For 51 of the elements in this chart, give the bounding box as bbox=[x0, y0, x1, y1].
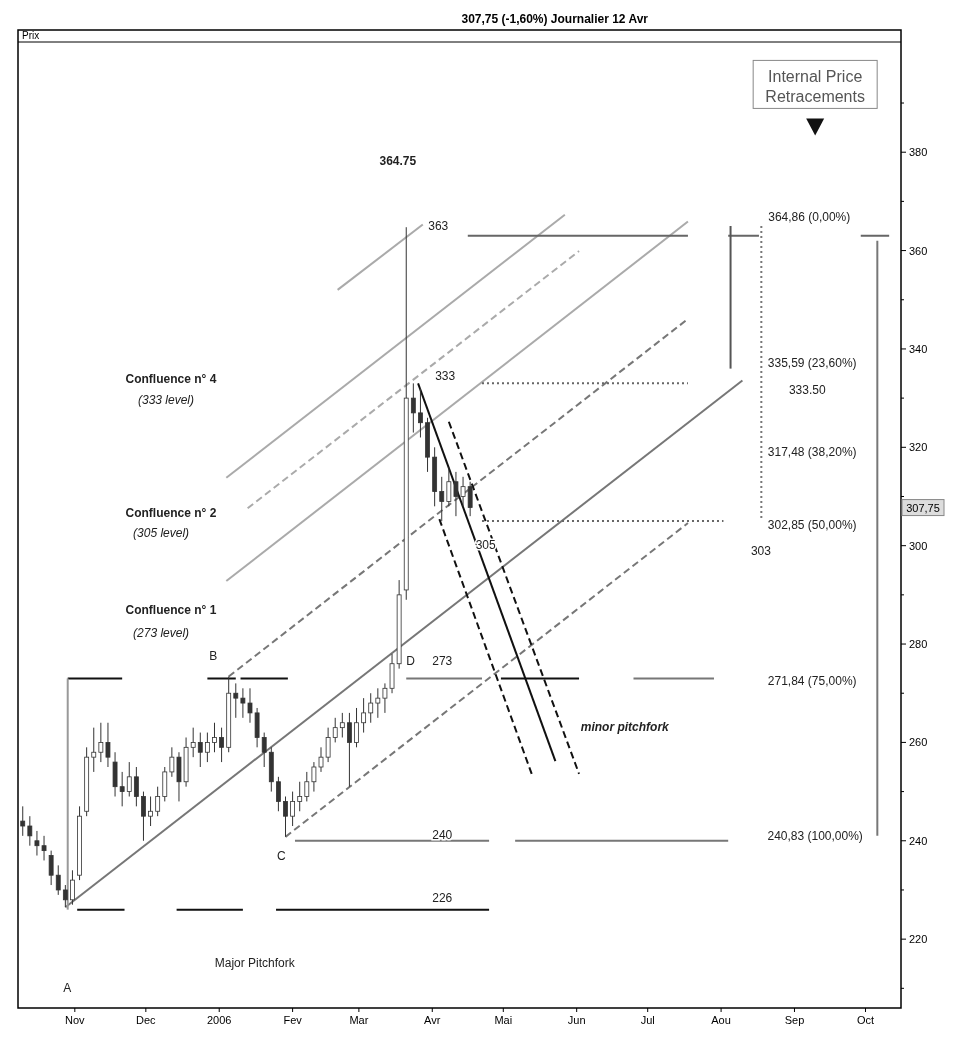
x-tick-label: Mar bbox=[349, 1014, 369, 1026]
x-tick-label: Jun bbox=[567, 1014, 586, 1026]
annotation: 363 bbox=[428, 219, 449, 234]
annotation: minor pitchfork bbox=[580, 720, 671, 735]
x-tick-label: Aou bbox=[711, 1014, 731, 1026]
y-tick-label: 300 bbox=[909, 539, 928, 552]
annotation: 271,84 (75,00%) bbox=[767, 673, 857, 688]
annotation: 364,86 (0,00%) bbox=[768, 210, 851, 225]
annotation: B bbox=[209, 649, 218, 664]
annotation: 317,48 (38,20%) bbox=[767, 445, 857, 460]
annotation: 307,75 bbox=[906, 501, 940, 514]
x-tick-label: Nov bbox=[65, 1014, 86, 1026]
annotation: 240,83 (100,00%) bbox=[767, 828, 863, 843]
x-tick-label: Oct bbox=[856, 1014, 875, 1026]
annotation: 364.75 bbox=[379, 154, 417, 169]
x-tick-label: Sep bbox=[784, 1014, 805, 1026]
y-tick-label: 240 bbox=[909, 834, 928, 847]
annotation: Confluence n° 2 bbox=[125, 506, 217, 521]
annotation: C bbox=[277, 849, 287, 864]
annotation: 303 bbox=[750, 543, 772, 558]
annotation: 240 bbox=[432, 827, 453, 842]
annotation: 226 bbox=[432, 890, 453, 905]
y-tick-label: 220 bbox=[909, 933, 928, 946]
annotation: A bbox=[63, 981, 72, 996]
annotation: (305 level) bbox=[133, 525, 190, 540]
x-tick-label: Jul bbox=[640, 1014, 655, 1026]
x-tick-label: Avr bbox=[424, 1014, 441, 1026]
y-tick-label: 340 bbox=[909, 342, 928, 355]
x-tick-label: Mai bbox=[494, 1014, 513, 1026]
y-tick-label: 380 bbox=[909, 146, 928, 159]
annotation: 333.50 bbox=[788, 382, 826, 397]
x-tick-label: Dec bbox=[136, 1014, 157, 1026]
annotation: Major Pitchfork bbox=[214, 955, 296, 970]
annotation: 273 bbox=[432, 654, 453, 669]
y-tick-label: 360 bbox=[909, 244, 928, 257]
y-tick-label: 260 bbox=[909, 736, 928, 749]
annotation: (273 level) bbox=[133, 626, 190, 641]
annotation: Confluence n° 1 bbox=[125, 602, 217, 617]
annotation: 335,59 (23,60%) bbox=[767, 356, 857, 371]
y-tick-label: 280 bbox=[909, 638, 928, 651]
y-axis-title: Prix bbox=[22, 30, 40, 41]
x-tick-label: 2006 bbox=[206, 1014, 232, 1026]
x-tick-label: Fev bbox=[283, 1014, 303, 1026]
y-tick-label: 320 bbox=[909, 441, 928, 454]
annotation: 302,85 (50,00%) bbox=[767, 518, 857, 533]
chart-title: 307,75 (-1,60%) Journalier 12 Avr bbox=[461, 12, 649, 26]
annotation: Confluence n° 4 bbox=[125, 372, 217, 387]
annotation: 333 bbox=[435, 369, 456, 384]
annotation: D bbox=[406, 654, 416, 669]
annotation: Internal Price Retracements bbox=[765, 68, 865, 106]
annotation: (333 level) bbox=[137, 392, 194, 407]
